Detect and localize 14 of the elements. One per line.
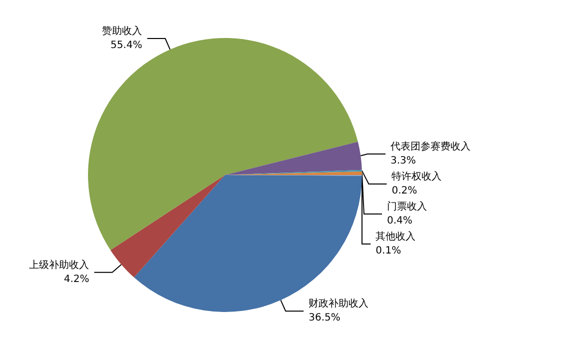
data-label: 0.2%: [392, 186, 418, 197]
data-label: 55.4%: [110, 40, 142, 52]
data-label: 0.1%: [376, 246, 402, 257]
data-label: 36.5%: [308, 312, 340, 324]
slice-label: 代表团参赛费收入: [390, 140, 471, 153]
slice-label: 财政补助收入: [308, 298, 369, 310]
data-label: 3.3%: [390, 156, 416, 167]
slice-label: 上级补助收入: [29, 258, 90, 271]
slice-label: 赞助收入: [102, 25, 142, 38]
slice-label: 特许权收入: [392, 170, 442, 183]
data-label: 4.2%: [64, 274, 90, 285]
slice-label: 门票收入: [386, 200, 427, 213]
data-label: 0.4%: [386, 216, 412, 227]
slice-label: 其他收入: [376, 230, 416, 243]
